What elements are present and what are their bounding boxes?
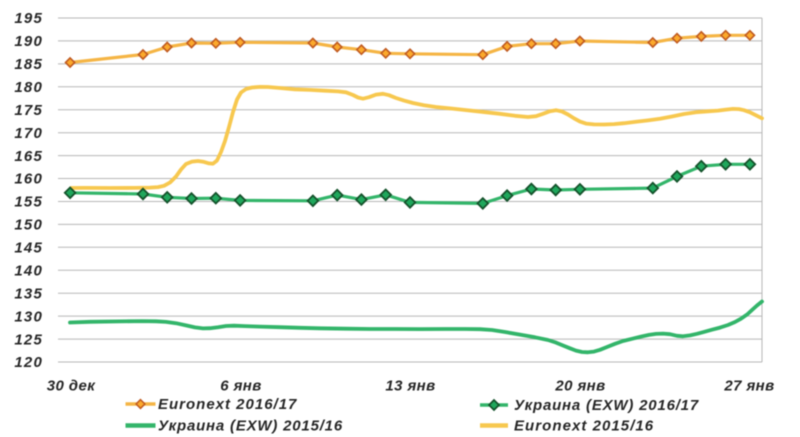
svg-text:165: 165 [14, 148, 43, 165]
svg-text:130: 130 [14, 308, 43, 325]
svg-text:190: 190 [14, 33, 43, 50]
svg-text:Украина (EXW) 2015/16: Украина (EXW) 2015/16 [158, 418, 343, 435]
svg-text:170: 170 [14, 125, 43, 142]
svg-text:150: 150 [14, 217, 43, 234]
svg-text:185: 185 [14, 56, 43, 73]
svg-text:145: 145 [14, 240, 43, 257]
svg-text:125: 125 [14, 331, 43, 348]
svg-text:20 янв: 20 янв [554, 378, 605, 395]
svg-text:175: 175 [14, 102, 43, 119]
svg-text:Украина (EXW) 2016/17: Украина (EXW) 2016/17 [514, 397, 699, 414]
svg-text:180: 180 [14, 79, 43, 96]
svg-text:30 дек: 30 дек [47, 378, 96, 395]
svg-text:27 янв: 27 янв [723, 378, 774, 395]
svg-text:140: 140 [14, 263, 43, 280]
svg-text:6 янв: 6 янв [220, 378, 261, 395]
svg-text:155: 155 [14, 194, 43, 211]
svg-text:Euronext 2016/17: Euronext 2016/17 [158, 396, 297, 413]
svg-text:Euronext 2015/16: Euronext 2015/16 [514, 418, 654, 435]
svg-text:120: 120 [14, 354, 43, 371]
svg-text:160: 160 [14, 171, 43, 188]
svg-text:195: 195 [14, 10, 43, 27]
svg-text:13 янв: 13 янв [385, 378, 435, 395]
svg-text:135: 135 [14, 285, 43, 302]
